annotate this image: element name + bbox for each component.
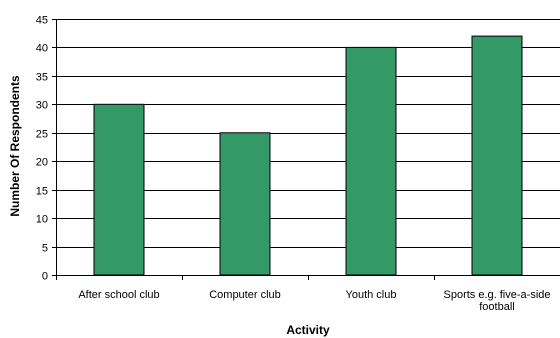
y-axis-title: Number Of Respondents xyxy=(8,75,22,217)
axes xyxy=(52,19,560,280)
y-tick-label: 0 xyxy=(42,271,48,283)
bars xyxy=(93,35,523,276)
y-tick-label: 35 xyxy=(36,72,48,84)
x-tick-label: Computer club xyxy=(209,289,281,301)
y-tick-label: 30 xyxy=(36,100,48,112)
y-tick-label: 10 xyxy=(36,214,48,226)
bar xyxy=(93,103,145,276)
y-tick-label: 45 xyxy=(36,15,48,27)
x-tick-labels: After school club Computer club Youth club… xyxy=(78,289,550,313)
x-tick-label: After school club xyxy=(78,289,159,301)
x-axis-title: Activity xyxy=(286,323,330,337)
y-tick-label: 15 xyxy=(36,186,48,198)
x-tick-label: Youth club xyxy=(346,289,397,301)
bar xyxy=(471,35,523,276)
x-tick-label: Sports e.g. five-a-side football xyxy=(444,289,551,313)
y-tick-label: 20 xyxy=(36,157,48,169)
bar xyxy=(219,132,271,276)
y-tick-label: 5 xyxy=(42,243,48,255)
bar xyxy=(345,46,397,276)
y-tick-label: 25 xyxy=(36,129,48,141)
y-tick-label: 40 xyxy=(36,43,48,55)
y-tick-labels: 0 5 10 15 20 25 30 35 40 45 xyxy=(36,15,48,283)
